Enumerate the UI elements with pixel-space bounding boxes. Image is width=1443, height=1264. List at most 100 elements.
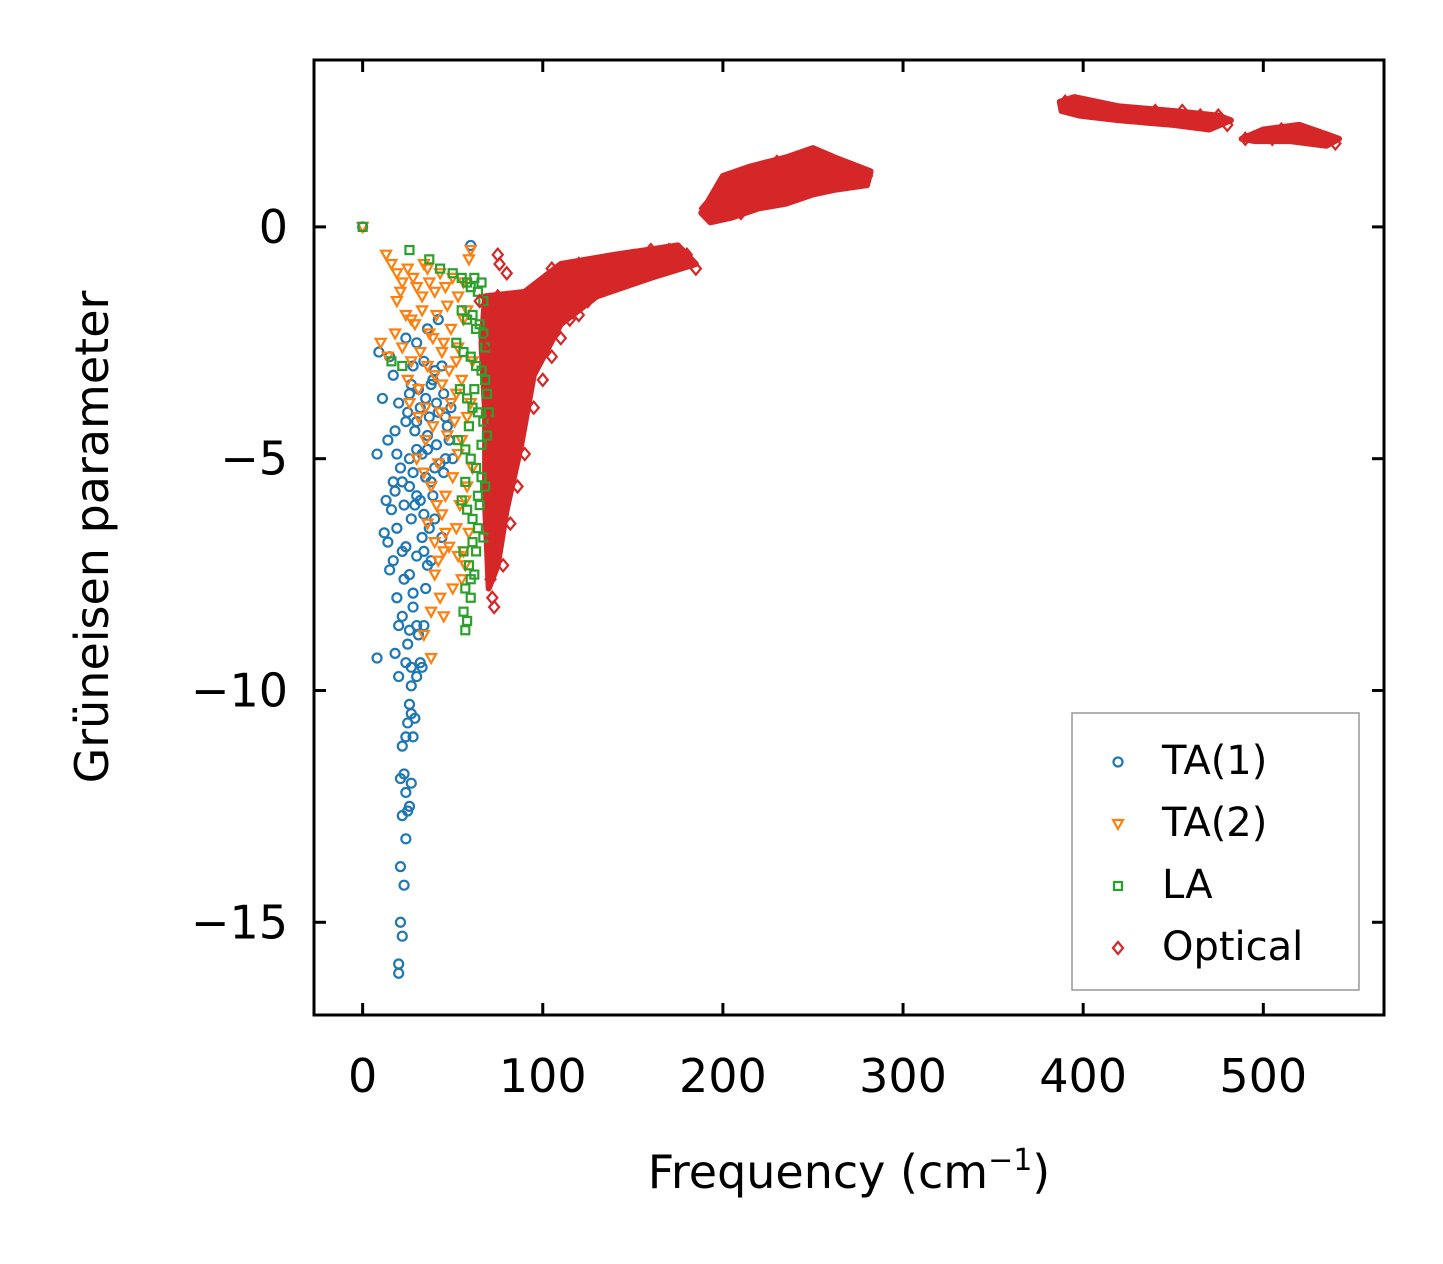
data-point [797,149,811,166]
data-point [456,495,467,506]
data-point [1256,126,1270,142]
data-point [395,277,410,290]
legend-label-ta1: TA(1) [1161,738,1267,784]
data-point [397,360,408,372]
data-point [407,587,419,599]
data-point [393,397,405,409]
data-point [476,472,487,483]
data-point [376,392,389,405]
data-point [1328,135,1342,152]
data-point [388,328,402,341]
data-point [716,195,730,212]
data-point [481,430,493,441]
data-point [433,592,447,606]
data-point [465,351,476,362]
legend-item-ta2: TA(2) [1111,800,1267,846]
data-point [716,182,730,198]
data-point [1202,112,1216,128]
data-point [476,439,487,450]
legend-item-la: LA [1112,862,1213,908]
data-point [405,661,417,673]
data-point [1076,98,1090,115]
legend-item-optical: Optical [1111,924,1303,970]
data-point [462,254,476,267]
data-point [467,537,478,548]
data-point [482,413,496,430]
data-point [430,439,443,451]
data-point [400,731,412,743]
data-point [409,499,421,511]
data-point [500,381,514,397]
data-point [474,319,485,330]
data-point [400,263,415,276]
data-point [411,619,423,632]
data-point [460,411,474,425]
data-point [407,601,419,613]
data-point [445,272,460,286]
data-point [496,557,510,574]
data-point [400,833,412,845]
data-point [698,200,712,217]
data-point [429,499,444,513]
data-point [496,501,510,518]
data-point [403,800,416,812]
data-point [484,571,497,587]
data-point [536,372,550,388]
data-point [563,311,577,328]
data-point [485,450,499,467]
data-point [373,337,388,351]
data-point [402,397,417,411]
data-point [460,625,471,636]
legend-marker-symbol [1112,756,1124,768]
data-point [424,254,435,265]
x-axis-title-main: Frequency (cm [648,1145,988,1199]
x-axis-title: Frequency (cm−1) [648,1143,1051,1199]
legend-item-ta1: TA(1) [1112,738,1267,784]
data-point [379,249,393,262]
data-point [434,263,446,274]
data-point [1166,112,1180,128]
data-point [391,448,403,460]
data-point [842,172,856,189]
data-point [382,434,394,446]
data-point [427,286,442,300]
data-point [518,446,532,462]
data-point [438,490,453,504]
data-point [398,768,410,780]
data-point [357,221,368,232]
data-point [402,638,414,650]
x-tick-label: 100 [499,1049,587,1103]
data-point [398,499,410,511]
data-point [391,522,403,534]
data-point [420,360,435,374]
data-point [1301,131,1315,147]
x-tick-label: 200 [679,1049,767,1103]
data-point [493,256,506,272]
data-point [438,388,450,400]
data-point [487,599,501,615]
data-point [409,425,421,437]
data-point [449,356,464,369]
data-point [491,478,505,495]
data-point [424,481,438,494]
data-point [481,388,493,399]
data-point [1148,103,1162,119]
optical-band-1 [698,145,874,226]
data-point [1220,117,1234,133]
data-point [599,279,613,295]
data-point [626,251,640,268]
data-point [396,930,408,942]
data-point [378,527,390,539]
legend-marker-symbol [1111,818,1125,832]
data-point [404,244,415,256]
data-point [554,330,568,346]
data-point [1274,121,1288,138]
data-point [393,286,408,300]
data-point [460,481,474,494]
data-point [400,374,415,388]
data-point [509,302,523,319]
data-point [442,365,456,378]
plot-frame [312,58,1386,1017]
data-point [409,453,424,466]
data-point [431,458,446,471]
